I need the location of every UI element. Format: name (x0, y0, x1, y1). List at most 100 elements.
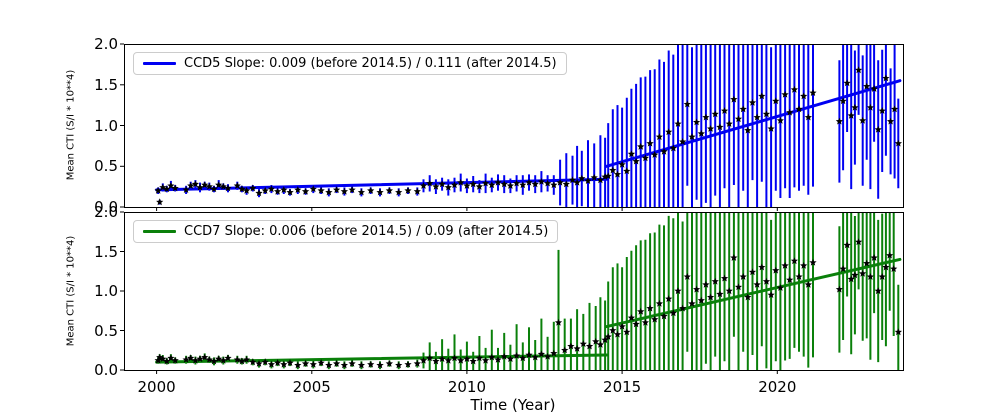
data-point-star (294, 361, 302, 369)
y-tick-label: 1.0 (94, 282, 118, 300)
data-point-star (413, 359, 421, 367)
data-point-star (463, 355, 471, 362)
data-point-star (711, 277, 719, 285)
data-point-star (584, 177, 592, 184)
data-point-star (646, 304, 654, 312)
data-point-star (494, 355, 502, 363)
data-point-star (679, 304, 687, 312)
data-point-star (348, 186, 356, 193)
data-point-star (669, 144, 677, 152)
data-point-star (525, 351, 533, 359)
data-point-star (309, 360, 317, 368)
data-point-star (469, 357, 477, 365)
data-point-star (878, 273, 886, 280)
data-point-star (641, 318, 649, 326)
data-point-star (665, 128, 673, 136)
data-point-star (790, 257, 798, 265)
data-point-star (182, 186, 190, 193)
data-point-star (887, 117, 895, 125)
data-point-star (367, 360, 375, 368)
data-point-star (482, 179, 490, 187)
data-point-star (513, 352, 521, 359)
data-point-star (758, 92, 766, 100)
data-point-star (786, 108, 794, 116)
data-point-star (870, 85, 878, 92)
data-point-star (776, 284, 784, 291)
data-point-star (730, 254, 738, 261)
panel-frame (124, 212, 904, 371)
data-point-star (786, 276, 794, 283)
data-point-star (725, 120, 733, 127)
data-point-star (154, 186, 162, 194)
data-point-star (688, 299, 696, 307)
data-point-star (191, 180, 199, 188)
data-point-star (457, 356, 465, 364)
data-point-star (238, 357, 246, 365)
data-point-star (573, 344, 581, 352)
ccd5-panel (120, 43, 904, 211)
data-point-star (748, 98, 757, 106)
data-point-star (482, 356, 490, 364)
y-tick-label: 1.0 (94, 116, 118, 135)
data-point-star (623, 167, 631, 175)
ccd5-y-axis-label: Mean CTI (S/I * 10**4) (65, 69, 77, 181)
data-point-star (550, 181, 558, 189)
data-point-star (444, 356, 452, 364)
ccd5-legend-line-sample (143, 62, 176, 65)
data-point-star (739, 273, 747, 280)
data-point-star (874, 287, 882, 295)
data-point-star (693, 285, 701, 293)
data-point-star (790, 85, 798, 93)
data-point-star (219, 182, 227, 190)
data-point-star (438, 355, 446, 362)
data-point-star (716, 123, 724, 131)
data-point-star (590, 173, 598, 181)
data-point-star (683, 273, 691, 280)
data-point-star (561, 346, 569, 354)
data-point-star (632, 157, 640, 165)
data-point-star (669, 309, 677, 317)
data-point-star (772, 97, 780, 105)
data-point-star (255, 359, 263, 367)
data-point-star (156, 198, 164, 206)
data-point-star (367, 186, 375, 194)
data-point-star (596, 340, 604, 348)
data-point-star (800, 92, 808, 100)
data-point-star (762, 110, 771, 118)
data-point-star (419, 356, 428, 364)
data-point-star (804, 280, 812, 288)
data-point-star (274, 359, 282, 366)
data-point-star (159, 355, 167, 362)
data-point-star (404, 360, 412, 368)
data-point-star (585, 342, 594, 350)
data-point-star (851, 271, 859, 279)
data-point-star (255, 189, 263, 197)
data-point-star (613, 170, 622, 178)
data-point-star (233, 355, 241, 363)
data-point-star (163, 185, 171, 193)
x-tick-label: 2010 (447, 378, 487, 396)
data-point-star (618, 160, 626, 168)
data-point-star (843, 79, 851, 87)
data-point-star (855, 238, 863, 246)
data-point-star (609, 326, 617, 334)
ccd7-panel (120, 211, 904, 374)
data-point-star (243, 186, 251, 194)
data-point-star (855, 66, 863, 74)
data-point-star (500, 180, 508, 188)
data-point-star (267, 185, 275, 193)
data-point-star (651, 151, 659, 158)
data-point-star (660, 147, 668, 155)
data-point-star (554, 318, 563, 326)
data-point-star (839, 97, 847, 105)
data-point-star (494, 178, 502, 186)
x-tick-label: 2020 (758, 378, 797, 396)
y-tick-label: 2.0 (94, 35, 118, 53)
data-point-star (627, 314, 636, 321)
data-point-star (224, 354, 232, 362)
data-point-star (159, 183, 167, 191)
data-point-star (537, 350, 545, 358)
data-point-star (697, 296, 705, 304)
data-point-star (301, 187, 310, 195)
data-point-star (795, 273, 803, 280)
